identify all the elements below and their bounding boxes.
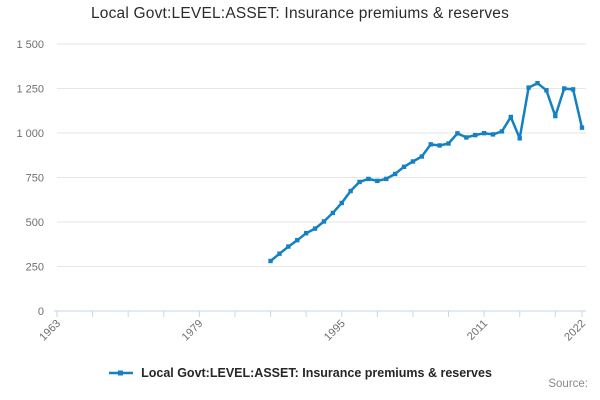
x-tick-label: 1963 [37,318,63,344]
legend-item[interactable]: Local Govt:LEVEL:ASSET: Insurance premiu… [0,363,600,383]
data-point-marker[interactable] [499,129,505,134]
legend-label: Local Govt:LEVEL:ASSET: Insurance premiu… [141,366,492,380]
data-point-marker[interactable] [437,143,442,148]
data-point-marker[interactable] [517,136,522,141]
data-point-marker[interactable] [526,85,531,90]
y-tick-label: 1 500 [16,39,44,51]
data-point-marker[interactable] [508,114,514,120]
line-chart-plot[interactable]: 0 250 500 750 1 000 1 250 1 500 1963 1979 1995 201… [0,0,600,356]
data-point-marker[interactable] [446,141,451,146]
data-point-marker[interactable] [321,219,327,224]
data-point-marker[interactable] [268,258,273,264]
data-point-marker[interactable] [464,135,469,140]
data-point-marker[interactable] [277,251,282,256]
y-tick-label: 1 250 [16,84,44,96]
data-point-marker[interactable] [419,154,425,159]
data-point-marker[interactable] [312,226,318,231]
y-tick-label: 0 [38,306,44,318]
x-tick-label: 1979 [180,318,206,344]
data-series-line [269,81,584,263]
data-point-marker[interactable] [562,86,567,91]
data-point-marker[interactable] [410,159,416,164]
data-point-marker[interactable] [535,80,540,86]
x-tick-label: 2022 [562,318,588,344]
legend-line-marker-icon [109,370,134,376]
data-point-marker[interactable] [366,176,371,182]
data-point-marker[interactable] [339,200,344,206]
y-tick-label: 500 [26,217,44,229]
data-point-marker[interactable] [544,88,549,93]
data-point-marker[interactable] [384,176,389,182]
y-tick-label: 750 [26,173,44,185]
data-point-marker[interactable] [481,130,487,136]
data-point-marker[interactable] [401,164,407,170]
source-label: Source: [548,378,588,390]
data-point-marker[interactable] [392,171,398,177]
data-point-marker[interactable] [357,179,362,185]
data-point-marker[interactable] [455,131,460,136]
data-point-marker[interactable] [286,244,291,249]
y-tick-label: 250 [26,262,44,274]
data-point-marker[interactable] [303,231,309,236]
data-point-marker[interactable] [579,125,585,130]
data-point-marker[interactable] [553,113,558,119]
data-point-marker[interactable] [348,188,353,194]
x-tick-label: 1995 [322,318,348,344]
data-point-marker[interactable] [375,178,380,184]
data-point-marker[interactable] [490,132,496,137]
chart-title: Local Govt:LEVEL:ASSET: Insurance premiu… [90,5,510,22]
data-point-marker[interactable] [428,142,433,147]
data-point-marker[interactable] [473,132,478,138]
data-point-marker[interactable] [570,87,576,92]
data-point-marker[interactable] [330,210,336,216]
y-tick-label: 1 000 [16,128,44,140]
x-tick-label: 2011 [465,318,490,343]
data-point-marker[interactable] [295,237,300,243]
